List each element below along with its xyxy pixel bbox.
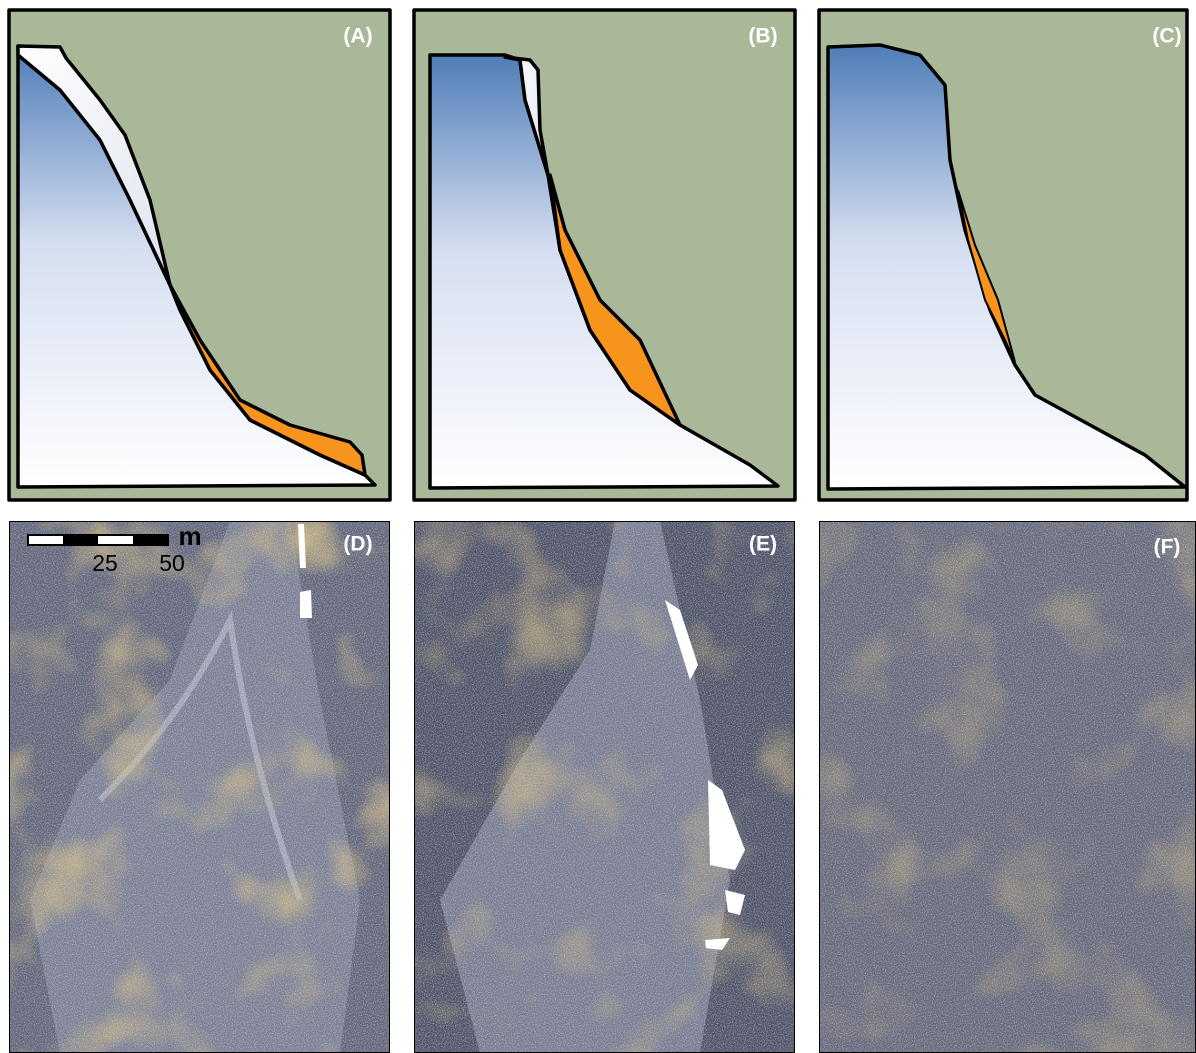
scale-unit: m (178, 521, 201, 551)
slope-body (826, 43, 1187, 491)
scale-bar: m 25 50 (27, 521, 202, 576)
deposit (168, 283, 367, 477)
deposit (957, 189, 1016, 363)
eroded-sliver (503, 55, 550, 177)
panel-label: (F) (1154, 536, 1181, 559)
scale-segment (133, 535, 168, 545)
texture (414, 521, 795, 1053)
panel-label: (D) (343, 533, 372, 556)
panel-f: (F) (819, 521, 1196, 1053)
snow-patch (665, 600, 745, 950)
panel-label: (B) (748, 25, 777, 48)
scale-label: 50 (159, 550, 185, 576)
texture (9, 521, 390, 1053)
panel-a: (A) (7, 8, 392, 502)
panel-label: (E) (749, 533, 777, 556)
panel-e: (E) (414, 521, 795, 1053)
panel-label: (C) (1152, 25, 1181, 48)
eroded-sliver (16, 44, 172, 287)
deposit (548, 173, 682, 427)
texture (819, 521, 1196, 1053)
scale-segment (63, 535, 98, 545)
panel-b: (B) (412, 8, 797, 502)
scale-label: 25 (92, 550, 118, 576)
panel-d: m 25 50 (D) (9, 521, 390, 1053)
panel-label: (A) (343, 25, 372, 48)
snow-patch (298, 524, 312, 618)
panel-c: (C) (817, 8, 1189, 502)
